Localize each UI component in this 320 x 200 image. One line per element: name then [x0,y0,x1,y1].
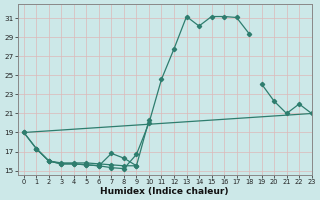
X-axis label: Humidex (Indice chaleur): Humidex (Indice chaleur) [100,187,229,196]
